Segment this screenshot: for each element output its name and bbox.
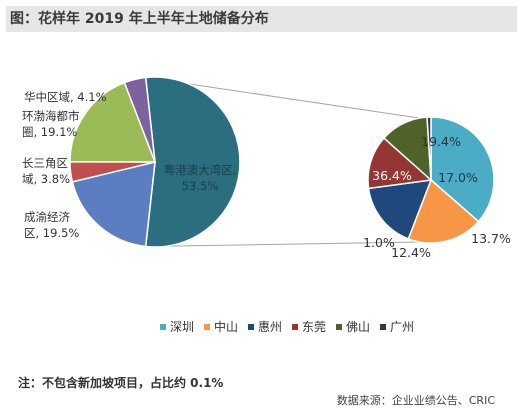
pie-label-4: 华中区域, 4.1%	[24, 90, 107, 104]
footnote: 注：不包含新加坡项目，占比约 0.1%	[18, 376, 224, 390]
pie-slice-5	[426, 116, 432, 181]
pie-slice-1	[71, 161, 156, 248]
legend-label-2: 惠州	[258, 320, 282, 334]
connector-line-top	[145, 77, 420, 119]
city-pie: 36.4% 19.4% 17.0% 13.7% 12.4%1.0%	[363, 116, 511, 260]
pie-label-0: 36.4%	[372, 168, 412, 183]
pie-label-1: 19.4%	[421, 134, 461, 149]
pie-label-2: 17.0%	[438, 170, 478, 185]
pie-slice-3	[69, 81, 157, 163]
legend-swatch-1	[204, 324, 210, 330]
legend-swatch-3	[292, 324, 298, 330]
legend-swatch-4	[336, 324, 342, 330]
legend-swatch-5	[380, 324, 386, 330]
chart-title: 图：花样年 2019 年上半年土地储备分布	[6, 6, 517, 32]
pie-label-1: 成渝经济区, 19.5%	[24, 210, 79, 240]
region-pie: 粤港澳大湾区, 53.5% 成渝经济区, 19.5% 长三角区域, 3.8% 环渤海都市…	[22, 76, 241, 248]
legend-label-5: 广州	[390, 320, 414, 334]
connector-line-bottom	[145, 241, 420, 247]
pie-slice-4	[123, 76, 156, 163]
legend-swatch-0	[160, 324, 166, 330]
legend-label-4: 佛山	[346, 320, 370, 334]
pie-slice-0	[430, 116, 495, 223]
pie-label-2: 长三角区域, 3.8%	[22, 156, 70, 186]
pie-slice-0	[144, 76, 241, 248]
pie-label-0: 粤港澳大湾区, 53.5%	[164, 163, 237, 193]
pie-slice-3	[367, 137, 433, 190]
pie-slice-2	[367, 179, 433, 240]
pie-label-3: 13.7%	[471, 231, 511, 246]
pie-label-3: 环渤海都市圈, 19.1%	[22, 109, 80, 139]
legend-label-0: 深圳	[170, 320, 194, 334]
legend-swatch-2	[248, 324, 254, 330]
legend-label-3: 东莞	[302, 320, 326, 334]
legend-label-1: 中山	[214, 319, 238, 334]
pie-label-4: 12.4%	[391, 245, 431, 260]
legend: 深圳 中山 惠州 东莞 佛山 广州	[160, 319, 414, 334]
data-source: 数据来源：企业业绩公告、CRIC	[336, 394, 495, 407]
pie-label-5: 1.0%	[363, 235, 395, 250]
pie-slice-1	[407, 178, 480, 244]
